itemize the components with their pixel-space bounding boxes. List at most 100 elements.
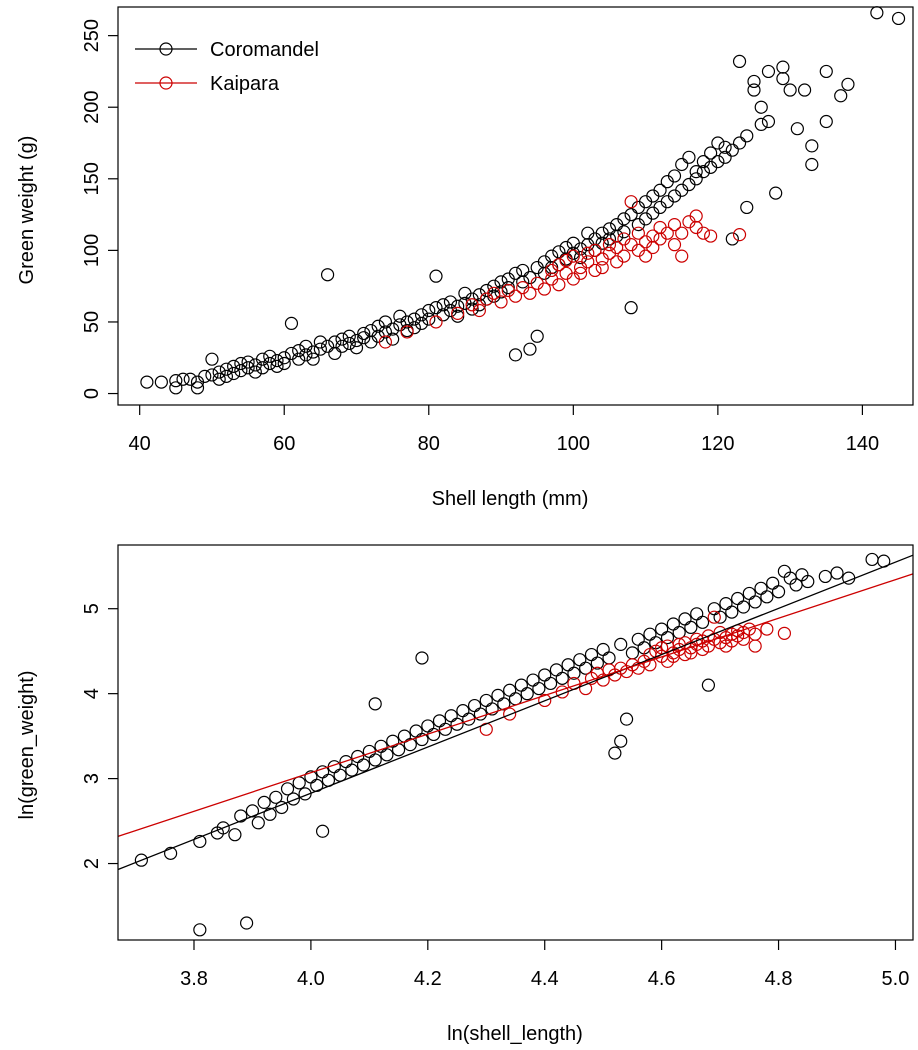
- data-point-coromandel: [689, 172, 703, 186]
- data-point-coromandel: [421, 719, 435, 733]
- data-point-coromandel: [154, 375, 168, 389]
- data-point-kaipara: [552, 258, 566, 272]
- data-point-coromandel: [579, 661, 593, 675]
- data-point-coromandel: [602, 222, 617, 236]
- data-point-coromandel: [342, 336, 356, 351]
- data-point-coromandel: [320, 339, 335, 353]
- data-point-coromandel: [292, 343, 306, 358]
- data-point-kaipara: [736, 632, 751, 646]
- data-point-coromandel: [335, 332, 349, 346]
- data-point-kaipara: [581, 246, 595, 260]
- data-point-kaipara: [573, 266, 588, 280]
- data-point-coromandel: [414, 308, 429, 322]
- data-point-coromandel: [704, 146, 718, 160]
- data-point-kaipara: [610, 240, 624, 255]
- data-point-coromandel: [491, 688, 505, 702]
- data-point-coromandel: [834, 89, 848, 103]
- data-point-coromandel: [263, 349, 277, 363]
- y-tick-label: 5: [81, 603, 103, 614]
- data-point-coromandel: [865, 552, 879, 567]
- data-point-coromandel: [689, 165, 703, 179]
- data-point-coromandel: [134, 853, 148, 867]
- data-point-kaipara: [675, 226, 689, 240]
- data-point-coromandel: [479, 693, 493, 708]
- data-point-coromandel: [696, 165, 711, 179]
- data-point-coromandel: [608, 746, 622, 760]
- data-point-coromandel: [286, 792, 300, 806]
- data-point-kaipara: [581, 255, 595, 269]
- data-point-coromandel: [595, 236, 609, 250]
- data-point-coromandel: [740, 200, 754, 215]
- data-point-coromandel: [386, 322, 400, 336]
- data-point-kaipara: [588, 263, 602, 278]
- data-point-coromandel: [234, 356, 248, 371]
- data-point-kaipara: [655, 641, 669, 655]
- data-point-coromandel: [257, 795, 271, 809]
- data-point-coromandel: [819, 114, 833, 129]
- y-tick-label: 150: [81, 162, 103, 195]
- data-point-kaipara: [429, 315, 443, 329]
- top-data-points: [140, 6, 906, 395]
- data-point-coromandel: [284, 316, 299, 330]
- data-point-coromandel: [368, 697, 382, 711]
- data-point-coromandel: [625, 646, 640, 660]
- data-point-kaipara: [631, 226, 645, 240]
- data-point-coromandel: [508, 692, 523, 706]
- data-point-coromandel: [270, 359, 284, 373]
- data-point-coromandel: [240, 916, 254, 930]
- data-point-coromandel: [747, 74, 761, 89]
- bottom-plot-frame: [117, 544, 914, 941]
- data-point-coromandel: [255, 361, 270, 375]
- data-point-coromandel: [497, 697, 511, 711]
- data-point-coromandel: [193, 923, 207, 937]
- data-point-coromandel: [614, 637, 628, 651]
- legend-label-coromandel: Coromandel: [210, 39, 319, 61]
- data-point-coromandel: [790, 122, 804, 136]
- data-point-coromandel: [516, 263, 530, 278]
- data-point-coromandel: [357, 326, 371, 341]
- data-point-coromandel: [655, 622, 669, 636]
- data-point-coromandel: [472, 288, 486, 302]
- data-point-kaipara: [503, 707, 517, 721]
- data-point-coromandel: [718, 140, 732, 154]
- data-point-kaipara: [559, 253, 573, 268]
- data-point-coromandel: [432, 714, 447, 728]
- data-point-coromandel: [280, 782, 295, 796]
- data-point-coromandel: [771, 585, 786, 599]
- data-point-kaipara: [588, 243, 602, 257]
- x-tick-label: 60: [273, 433, 295, 455]
- data-point-kaipara: [777, 626, 791, 640]
- data-point-coromandel: [667, 169, 682, 183]
- data-point-coromandel: [870, 6, 884, 20]
- data-point-coromandel: [190, 381, 205, 395]
- data-point-coromandel: [761, 114, 776, 129]
- data-point-coromandel: [602, 232, 617, 246]
- data-point-coromandel: [573, 250, 588, 265]
- data-point-coromandel: [205, 352, 219, 366]
- data-point-coromandel: [234, 809, 248, 823]
- data-point-coromandel: [701, 678, 716, 692]
- data-point-coromandel: [617, 225, 631, 239]
- data-point-kaipara: [646, 240, 660, 255]
- data-point-coromandel: [805, 139, 819, 153]
- data-point-kaipara: [707, 610, 721, 624]
- data-point-coromandel: [403, 738, 417, 752]
- data-point-coromandel: [776, 60, 790, 74]
- data-point-kaipara: [704, 229, 718, 243]
- data-point-coromandel: [349, 333, 364, 348]
- y-tick-label: 100: [81, 234, 103, 267]
- data-point-kaipara: [451, 306, 465, 320]
- data-point-coromandel: [451, 309, 465, 323]
- data-point-coromandel: [754, 100, 768, 114]
- data-point-kaipara: [675, 249, 689, 263]
- data-point-coromandel: [538, 668, 552, 682]
- data-point-coromandel: [666, 617, 680, 631]
- data-point-kaipara: [638, 249, 653, 263]
- data-point-coromandel: [526, 673, 540, 687]
- data-point-kaipara: [617, 249, 631, 263]
- data-point-coromandel: [270, 354, 284, 368]
- data-point-coromandel: [789, 578, 803, 592]
- data-point-coromandel: [619, 712, 634, 726]
- data-point-coromandel: [549, 663, 564, 677]
- data-point-coromandel: [169, 381, 183, 395]
